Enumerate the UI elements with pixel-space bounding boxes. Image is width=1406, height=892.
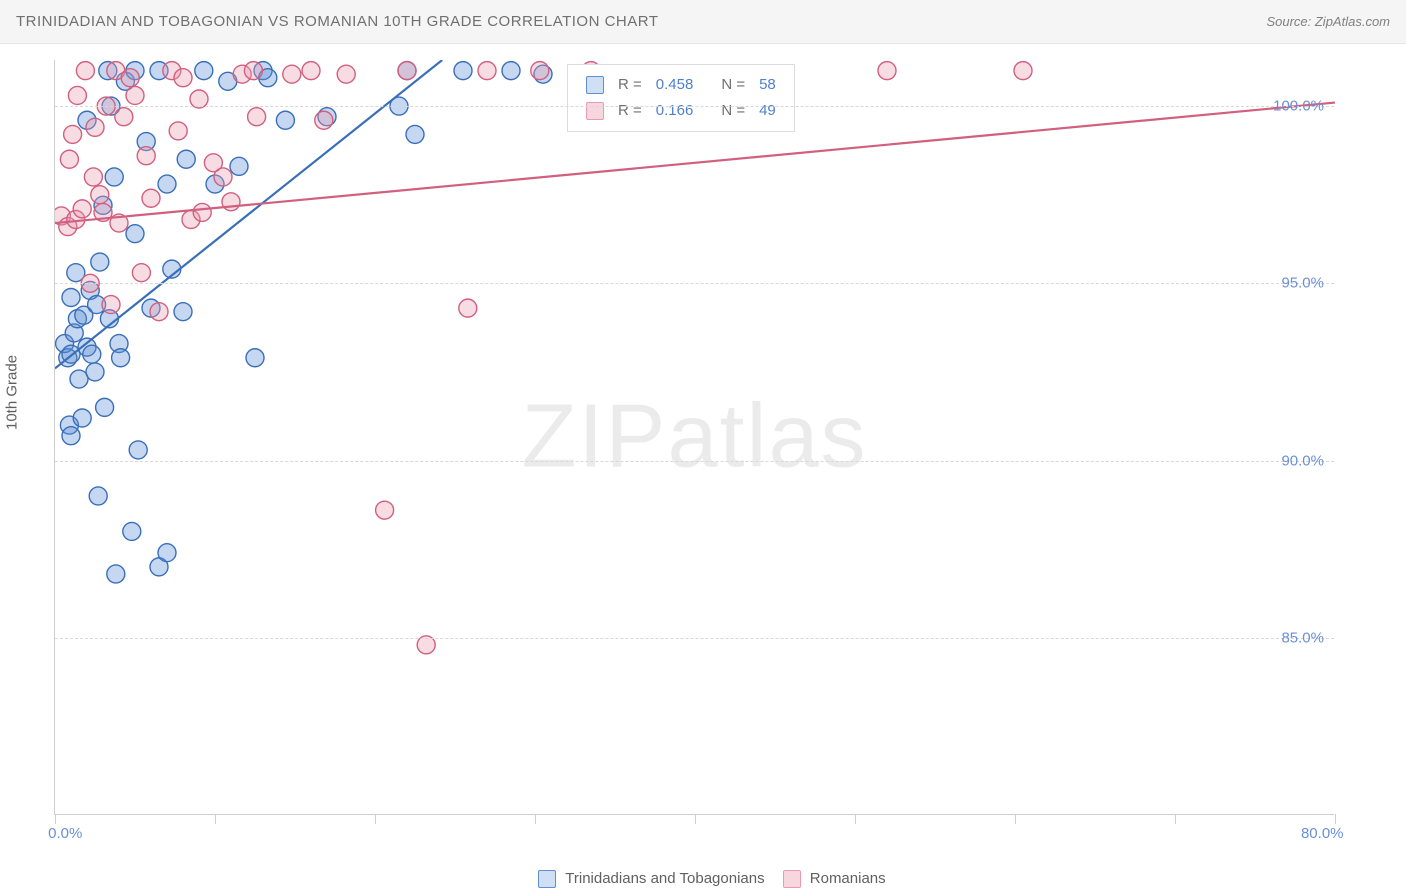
- data-point: [91, 253, 109, 271]
- data-point: [62, 427, 80, 445]
- data-point: [102, 296, 120, 314]
- data-point: [89, 487, 107, 505]
- y-tick-label: 85.0%: [1281, 629, 1324, 646]
- data-point: [478, 62, 496, 80]
- data-point: [150, 303, 168, 321]
- data-point: [406, 125, 424, 143]
- data-point: [158, 544, 176, 562]
- data-point: [195, 62, 213, 80]
- scatter-svg: [55, 60, 1335, 815]
- data-point: [177, 150, 195, 168]
- x-tick-label: 0.0%: [48, 825, 82, 842]
- legend-swatch: [783, 870, 801, 888]
- data-point: [68, 86, 86, 104]
- data-point: [121, 69, 139, 87]
- legend-swatch: [538, 870, 556, 888]
- data-point: [83, 345, 101, 363]
- x-tick: [55, 814, 56, 824]
- data-point: [126, 86, 144, 104]
- series-legend: Trinidadians and Tobagonians Romanians: [0, 870, 1406, 888]
- data-point: [137, 147, 155, 165]
- data-point: [283, 65, 301, 83]
- data-point: [454, 62, 472, 80]
- x-tick: [215, 814, 216, 824]
- data-point: [214, 168, 232, 186]
- data-point: [84, 168, 102, 186]
- data-point: [531, 62, 549, 80]
- stat-legend: R =0.458N =58R =0.166N =49: [567, 64, 795, 132]
- data-point: [315, 111, 333, 129]
- y-tick-label: 90.0%: [1281, 452, 1324, 469]
- chart-title: TRINIDADIAN AND TOBAGONIAN VS ROMANIAN 1…: [16, 13, 659, 30]
- y-tick-label: 100.0%: [1273, 98, 1324, 115]
- data-point: [115, 108, 133, 126]
- x-tick: [1175, 814, 1176, 824]
- data-point: [158, 175, 176, 193]
- gridline-horizontal: [55, 461, 1334, 462]
- data-point: [126, 225, 144, 243]
- gridline-horizontal: [55, 283, 1334, 284]
- gridline-horizontal: [55, 106, 1334, 107]
- x-tick: [1335, 814, 1336, 824]
- data-point: [502, 62, 520, 80]
- x-tick: [535, 814, 536, 824]
- data-point: [123, 522, 141, 540]
- data-point: [86, 363, 104, 381]
- series-trinidadians-and-tobagonians: [55, 60, 552, 583]
- y-tick-label: 95.0%: [1281, 275, 1324, 292]
- data-point: [76, 62, 94, 80]
- data-point: [244, 62, 262, 80]
- data-point: [174, 303, 192, 321]
- legend-label: Romanians: [810, 870, 886, 887]
- data-point: [64, 125, 82, 143]
- data-point: [337, 65, 355, 83]
- data-point: [174, 69, 192, 87]
- data-point: [398, 62, 416, 80]
- plot-area: ZIPatlas R =0.458N =58R =0.166N =49 85.0…: [54, 60, 1334, 815]
- data-point: [73, 409, 91, 427]
- y-axis-label: 10th Grade: [4, 355, 21, 430]
- x-tick: [1015, 814, 1016, 824]
- legend-label: Trinidadians and Tobagonians: [565, 870, 764, 887]
- data-point: [105, 168, 123, 186]
- data-point: [91, 186, 109, 204]
- data-point: [248, 108, 266, 126]
- gridline-horizontal: [55, 638, 1334, 639]
- data-point: [70, 370, 88, 388]
- data-point: [112, 349, 130, 367]
- data-point: [276, 111, 294, 129]
- data-point: [132, 264, 150, 282]
- data-point: [107, 565, 125, 583]
- x-tick: [375, 814, 376, 824]
- data-point: [302, 62, 320, 80]
- chart-source: Source: ZipAtlas.com: [1266, 14, 1390, 29]
- data-point: [142, 189, 160, 207]
- data-point: [129, 441, 147, 459]
- data-point: [86, 118, 104, 136]
- x-tick: [855, 814, 856, 824]
- data-point: [96, 398, 114, 416]
- data-point: [62, 288, 80, 306]
- data-point: [878, 62, 896, 80]
- title-bar: TRINIDADIAN AND TOBAGONIAN VS ROMANIAN 1…: [0, 0, 1406, 44]
- data-point: [60, 150, 78, 168]
- x-tick: [695, 814, 696, 824]
- data-point: [376, 501, 394, 519]
- data-point: [73, 200, 91, 218]
- data-point: [246, 349, 264, 367]
- x-tick-label: 80.0%: [1301, 825, 1344, 842]
- chart-container: TRINIDADIAN AND TOBAGONIAN VS ROMANIAN 1…: [0, 0, 1406, 892]
- data-point: [459, 299, 477, 317]
- data-point: [169, 122, 187, 140]
- data-point: [1014, 62, 1032, 80]
- data-point: [193, 203, 211, 221]
- data-point: [230, 157, 248, 175]
